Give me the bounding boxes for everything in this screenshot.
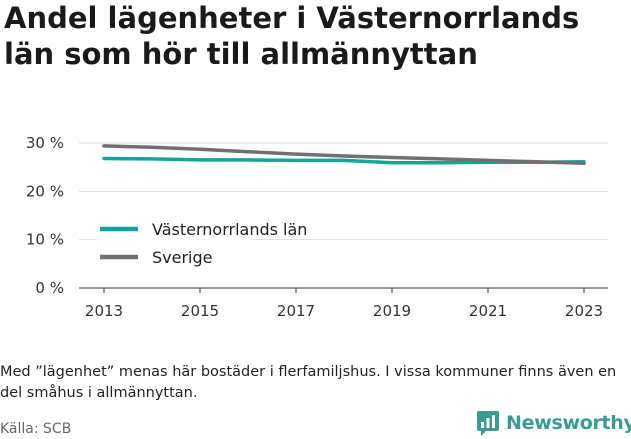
x-tick-label: 2019	[373, 302, 411, 320]
chart-title: Andel lägenheter i Västernorrlands län s…	[4, 1, 580, 71]
x-tick-label: 2021	[469, 302, 507, 320]
y-tick-label: 0 %	[35, 279, 64, 297]
series-lines	[102, 144, 586, 166]
y-tick-label: 30 %	[26, 134, 64, 152]
chart-note: Med ”lägenhet” menas här bostäder i fler…	[0, 364, 617, 401]
x-tick-label: 2013	[85, 302, 123, 320]
line-chart: 0 % 10 % 20 % 30 % 2013 2015 2017 2019 2021 2023…	[26, 134, 608, 320]
x-axis-ticks: 2013 2015 2017 2019 2021 2023	[85, 288, 603, 320]
y-axis-ticks: 0 % 10 % 20 % 30 %	[26, 134, 64, 297]
x-tick-label: 2017	[277, 302, 315, 320]
newsworthy-logo-icon	[477, 411, 499, 436]
legend: Västernorrlands län Sverige	[97, 220, 307, 278]
legend-label: Västernorrlands län	[152, 220, 307, 239]
series-line-sverige	[102, 144, 586, 166]
newsworthy-logo: Newsworthy	[476, 408, 631, 438]
newsworthy-logo-text: Newsworthy	[506, 412, 631, 434]
y-tick-label: 20 %	[26, 182, 64, 200]
legend-label: Sverige	[152, 248, 213, 267]
x-tick-label: 2015	[181, 302, 219, 320]
x-tick-label: 2023	[565, 302, 603, 320]
source-label: Källa: SCB	[0, 421, 72, 437]
y-tick-label: 10 %	[26, 231, 64, 249]
